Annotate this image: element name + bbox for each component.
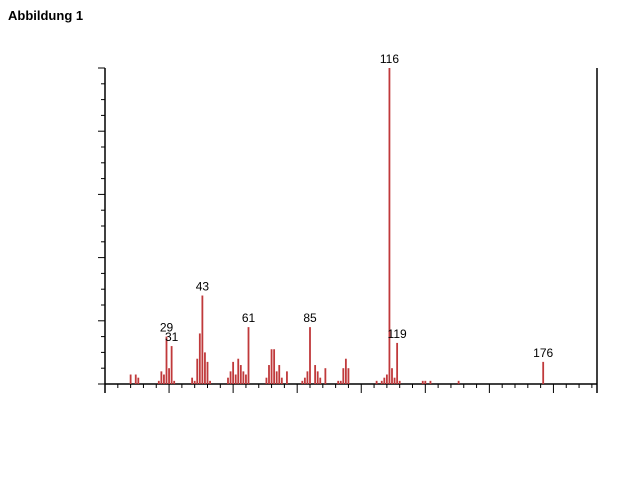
spectrum-bar	[270, 349, 273, 384]
spectrum-bar	[160, 371, 163, 384]
spectrum-bar	[237, 358, 240, 384]
spectrum-bar	[163, 374, 165, 384]
spectrum-bar	[396, 342, 399, 384]
spectrum-bar	[301, 380, 304, 384]
spectrum-bar	[229, 371, 232, 384]
spectrum-bar	[196, 358, 199, 384]
spectrum-bar	[170, 346, 173, 384]
spectrum-bar	[232, 361, 235, 384]
peak-label: 85	[303, 311, 317, 325]
spectrum-bar	[209, 380, 211, 384]
spectrum-bar	[280, 377, 283, 384]
spectrum-bar	[286, 371, 288, 384]
spectrum-bar	[173, 380, 176, 384]
spectrum-bar	[247, 327, 250, 384]
spectrum-bar	[275, 371, 278, 384]
spectrum-bar	[385, 374, 388, 384]
spectrum-bar	[137, 377, 140, 384]
spectrum-bar	[303, 377, 306, 384]
spectrum-bar	[265, 377, 268, 384]
spectrum-bar	[316, 371, 319, 384]
spectrum-bar	[314, 365, 317, 384]
spectrum-bar	[201, 295, 204, 384]
spectrum-bar	[424, 380, 427, 384]
spectrum-bar	[324, 368, 327, 384]
spectrum-bar	[421, 380, 424, 384]
spectrum-bar	[129, 374, 132, 384]
spectrum-bar	[134, 374, 137, 384]
spectrum-bar	[165, 336, 168, 384]
spectrum-bar	[344, 358, 347, 384]
chart-axes	[98, 67, 598, 393]
spectrum-bar	[391, 368, 393, 384]
spectrum-bar	[319, 377, 322, 384]
spectrum-bar	[347, 368, 350, 384]
spectrum-bar	[388, 68, 391, 384]
spectrum-bar	[380, 380, 383, 384]
peak-label: 31	[165, 330, 179, 344]
spectrum-bar	[268, 365, 270, 384]
spectrum-bar	[337, 380, 340, 384]
spectrum-bar	[191, 377, 194, 384]
spectrum-bar	[198, 333, 201, 384]
spectrum-bar	[234, 374, 237, 384]
spectrum-bar	[383, 377, 386, 384]
spectrum-bar	[193, 380, 196, 384]
spectrum-bar	[168, 368, 170, 384]
spectrum-bar	[306, 371, 309, 384]
spectrum-bar	[393, 377, 396, 384]
spectrum-bar	[273, 349, 276, 384]
spectrum-bar	[278, 365, 281, 384]
spectrum-bar	[206, 361, 209, 384]
spectrum-bar	[242, 371, 245, 384]
peak-label: 176	[533, 346, 553, 360]
peak-label: 116	[380, 52, 399, 66]
spectrum-bar	[227, 377, 229, 384]
chart-bars	[129, 68, 545, 384]
spectrum-bar	[429, 380, 432, 384]
spectrum-bar	[375, 380, 378, 384]
peak-label: 29	[160, 321, 174, 335]
spectrum-bar	[339, 380, 342, 384]
figure-title: Abbildung 1	[8, 8, 84, 23]
spectrum-bar	[309, 327, 311, 384]
spectrum-bar	[398, 380, 401, 384]
spectrum-bar	[342, 368, 345, 384]
peak-label: 119	[388, 327, 407, 341]
spectrum-bar	[239, 365, 242, 384]
spectrum-bar	[542, 361, 545, 384]
spectrum-bar	[457, 380, 460, 384]
peak-label: 61	[242, 311, 256, 325]
peak-label: 43	[196, 280, 210, 294]
spectrum-bar	[204, 352, 206, 384]
spectrum-bar	[245, 374, 247, 384]
spectrum-bar	[157, 380, 160, 384]
